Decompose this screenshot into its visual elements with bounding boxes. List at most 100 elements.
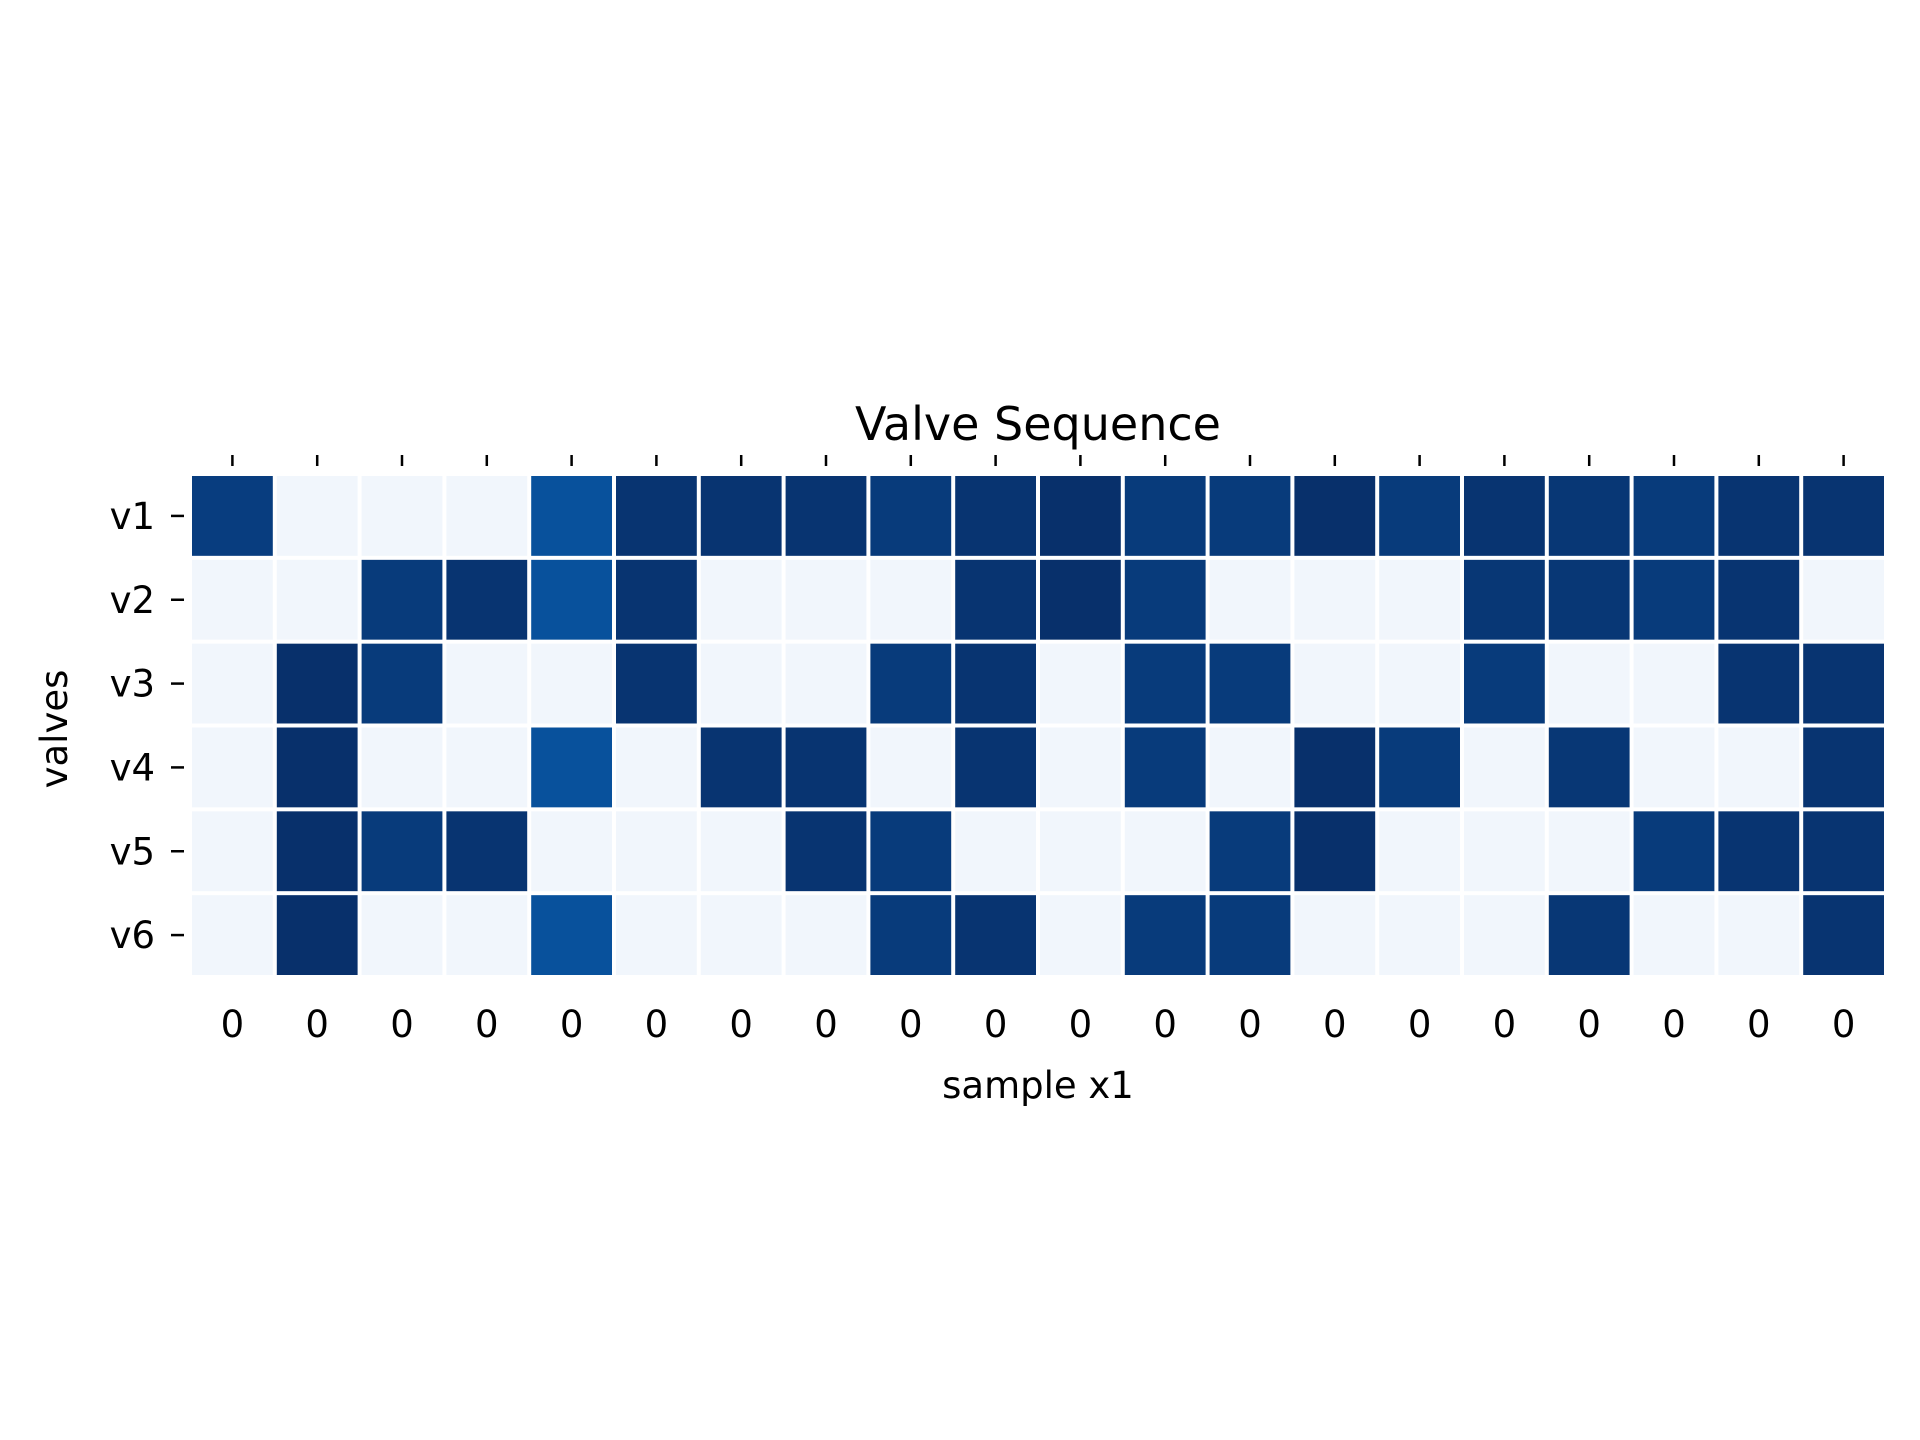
heatmap-cell-v3-16	[1464, 643, 1545, 724]
heatmap-cell-v5-2	[276, 811, 358, 892]
heatmap-cell-v6-7	[700, 895, 782, 975]
heatmap-cell-v4-11	[1040, 727, 1121, 808]
heatmap-cell-v1-6	[616, 476, 697, 556]
heatmap-cell-v6-16	[1464, 895, 1545, 975]
heatmap-cell-v1-20	[1803, 476, 1884, 556]
heatmap-cell-v3-20	[1803, 643, 1884, 724]
heatmap-cell-v3-1	[192, 643, 273, 724]
heatmap-cell-v1-5	[531, 476, 612, 556]
heatmap-cell-v5-19	[1718, 811, 1800, 892]
heatmap-cell-v3-14	[1294, 643, 1376, 724]
heatmap-cell-v2-4	[446, 559, 528, 640]
heatmap-cell-v2-5	[531, 559, 612, 640]
heatmap-cell-v3-8	[785, 643, 867, 724]
x-tick-label: 0	[645, 1003, 669, 1046]
heatmap-cell-v2-3	[361, 559, 443, 640]
heatmap-cell-v4-4	[446, 727, 528, 808]
y-tick-label-v6: v6	[110, 914, 155, 957]
heatmap-cell-v3-10	[955, 643, 1036, 724]
x-tick-label: 0	[1238, 1003, 1262, 1046]
heatmap-cell-v4-3	[361, 727, 443, 808]
heatmap-cell-v6-6	[616, 895, 697, 975]
heatmap-cell-v2-19	[1718, 559, 1800, 640]
heatmap-cell-v5-3	[361, 811, 443, 892]
heatmap-cell-v4-1	[192, 727, 273, 808]
heatmap-cell-v3-19	[1718, 643, 1800, 724]
heatmap-cell-v2-13	[1209, 559, 1291, 640]
heatmap-cell-v1-1	[192, 476, 273, 556]
heatmap-cell-v5-1	[192, 811, 273, 892]
heatmap-cell-v6-11	[1040, 895, 1121, 975]
heatmap-cell-v3-6	[616, 643, 697, 724]
heatmap-cell-v4-2	[276, 727, 358, 808]
x-tick-label: 0	[305, 1003, 329, 1046]
y-tick-label-v2: v2	[110, 579, 155, 622]
heatmap-cell-v5-4	[446, 811, 528, 892]
heatmap-cell-v6-18	[1633, 895, 1715, 975]
heatmap-cell-v1-18	[1633, 476, 1715, 556]
heatmap-cell-v5-11	[1040, 811, 1121, 892]
heatmap-cell-v4-6	[616, 727, 697, 808]
heatmap-cell-v5-7	[700, 811, 782, 892]
heatmap-cell-v2-20	[1803, 559, 1884, 640]
x-tick-label: 0	[1747, 1003, 1771, 1046]
heatmap-cell-v4-19	[1718, 727, 1800, 808]
heatmap-cell-v2-11	[1040, 559, 1121, 640]
heatmap-cell-v4-16	[1464, 727, 1545, 808]
x-axis-ticks: 0 0 0 0 0 0 0 0 0 0 0 0 0 0 0 0 0 0 0 0	[221, 455, 1856, 1046]
heatmap-cell-v6-10	[955, 895, 1036, 975]
chart-title: Valve Sequence	[855, 397, 1221, 451]
heatmap-cell-v1-16	[1464, 476, 1545, 556]
heatmap-cell-v1-3	[361, 476, 443, 556]
heatmap-cell-v6-5	[531, 895, 612, 975]
x-tick-label: 0	[1577, 1003, 1601, 1046]
y-tick-label-v5: v5	[110, 830, 155, 873]
heatmap-cell-v5-17	[1548, 811, 1630, 892]
heatmap-cell-v6-14	[1294, 895, 1376, 975]
heatmap-cell-v3-18	[1633, 643, 1715, 724]
x-tick-label: 0	[1832, 1003, 1856, 1046]
heatmap-cell-v6-12	[1124, 895, 1206, 975]
heatmap-cell-v1-12	[1124, 476, 1206, 556]
x-tick-label: 0	[1153, 1003, 1177, 1046]
heatmap-cell-v3-13	[1209, 643, 1291, 724]
heatmap-cell-v2-12	[1124, 559, 1206, 640]
x-tick-label: 0	[390, 1003, 414, 1046]
x-tick-label: 0	[475, 1003, 499, 1046]
x-tick-label: 0	[560, 1003, 584, 1046]
heatmap-cell-v1-11	[1040, 476, 1121, 556]
heatmap-cell-v1-9	[870, 476, 952, 556]
x-tick-label: 0	[1408, 1003, 1432, 1046]
x-tick-label: 0	[1662, 1003, 1686, 1046]
heatmap-cell-v4-14	[1294, 727, 1376, 808]
heatmap-cell-v5-6	[616, 811, 697, 892]
heatmap-cell-v5-16	[1464, 811, 1545, 892]
heatmap-cell-v1-10	[955, 476, 1036, 556]
heatmap-cell-v1-2	[276, 476, 358, 556]
heatmap-cell-v5-5	[531, 811, 612, 892]
x-axis-label: sample x1	[942, 1064, 1134, 1107]
heatmap-cell-v2-9	[870, 559, 952, 640]
y-axis-label: valves	[33, 670, 76, 789]
heatmap-cell-v6-20	[1803, 895, 1884, 975]
heatmap-cell-v4-9	[870, 727, 952, 808]
heatmap-cell-v4-10	[955, 727, 1036, 808]
heatmap-cell-v5-12	[1124, 811, 1206, 892]
heatmap-cell-v6-9	[870, 895, 952, 975]
heatmap-cell-v2-15	[1379, 559, 1460, 640]
heatmap-cell-v1-14	[1294, 476, 1376, 556]
y-tick-label-v1: v1	[110, 495, 155, 538]
heatmap-cell-v5-18	[1633, 811, 1715, 892]
heatmap-cell-v2-6	[616, 559, 697, 640]
heatmap-cell-v4-12	[1124, 727, 1206, 808]
heatmap-cell-v3-3	[361, 643, 443, 724]
heatmap-cell-v3-7	[700, 643, 782, 724]
heatmap-cell-v1-17	[1548, 476, 1630, 556]
heatmap-cell-v4-5	[531, 727, 612, 808]
x-tick-label: 0	[729, 1003, 753, 1046]
heatmap-cell-v6-1	[192, 895, 273, 975]
heatmap-cell-v3-2	[276, 643, 358, 724]
heatmap-cell-v2-1	[192, 559, 273, 640]
heatmap-cell-v3-9	[870, 643, 952, 724]
